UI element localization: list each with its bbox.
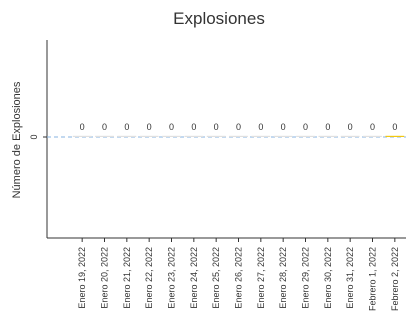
- x-tick-label: Enero 26, 2022: [234, 247, 244, 309]
- x-tick-label: Enero 25, 2022: [211, 247, 221, 309]
- data-label: 0: [102, 122, 107, 132]
- data-label: 0: [147, 122, 152, 132]
- bar: [340, 135, 360, 137]
- x-tick-label: Enero 29, 2022: [301, 247, 311, 309]
- x-tick-label: Febrero 2, 2022: [390, 247, 400, 311]
- bar: [296, 135, 315, 137]
- y-tick-label: 0: [29, 134, 39, 139]
- data-label: 0: [124, 122, 129, 132]
- x-tick-label: Enero 28, 2022: [278, 247, 288, 309]
- x-tick-label: Febrero 1, 2022: [368, 247, 378, 311]
- x-tick-label: Enero 23, 2022: [167, 247, 177, 309]
- data-label: 0: [348, 122, 353, 132]
- data-label: 0: [191, 122, 196, 132]
- bar: [206, 135, 226, 137]
- x-tick-label: Enero 31, 2022: [345, 247, 355, 309]
- data-label: 0: [258, 122, 263, 132]
- data-label: 0: [169, 122, 174, 132]
- x-tick-label: Enero 27, 2022: [256, 247, 266, 309]
- data-label: 0: [370, 122, 375, 132]
- bar: [95, 135, 114, 137]
- bar: [139, 135, 159, 137]
- data-labels-group: 0 0 0 0 0 0 0 0 0 0 0 0 0 0 0: [80, 122, 398, 132]
- bar: [72, 135, 92, 137]
- data-label: 0: [325, 122, 330, 132]
- bar: [318, 135, 338, 137]
- bar: [184, 135, 204, 137]
- x-tick-label: Enero 21, 2022: [122, 247, 132, 309]
- y-axis-label: Número de Explosiones: [11, 81, 23, 198]
- x-ticks-group: Enero 19, 2022 Enero 20, 2022 Enero 21, 20…: [77, 238, 400, 311]
- x-tick-label: Enero 30, 2022: [323, 247, 333, 309]
- y-ticks: 0: [29, 134, 47, 140]
- x-tick-label: Enero 20, 2022: [100, 247, 110, 309]
- bar: [251, 135, 271, 137]
- data-label: 0: [214, 122, 219, 132]
- x-tick-label: Enero 19, 2022: [77, 247, 87, 309]
- bar: [229, 135, 248, 137]
- data-label: 0: [392, 122, 397, 132]
- data-label: 0: [236, 122, 241, 132]
- bars-group: [72, 135, 405, 137]
- x-tick-label: Enero 22, 2022: [144, 247, 154, 309]
- bar: [162, 135, 181, 137]
- bar: [273, 135, 293, 137]
- data-label: 0: [80, 122, 85, 132]
- bar: [117, 135, 137, 137]
- bar: [385, 135, 405, 137]
- data-label: 0: [281, 122, 286, 132]
- data-label: 0: [303, 122, 308, 132]
- chart-title: Explosiones: [173, 9, 265, 28]
- x-tick-label: Enero 24, 2022: [189, 247, 199, 309]
- bar: [363, 135, 382, 137]
